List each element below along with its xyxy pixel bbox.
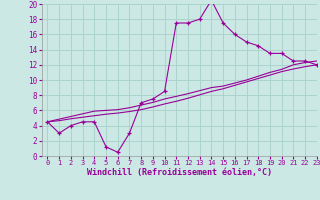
X-axis label: Windchill (Refroidissement éolien,°C): Windchill (Refroidissement éolien,°C): [87, 168, 272, 177]
